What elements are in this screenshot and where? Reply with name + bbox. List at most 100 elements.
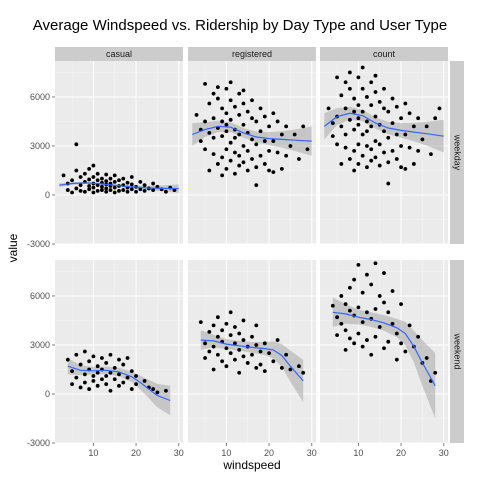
data-point <box>356 331 361 336</box>
data-point <box>104 382 109 387</box>
data-point <box>254 365 259 370</box>
data-point <box>407 323 412 328</box>
data-point <box>95 183 100 188</box>
data-point <box>237 370 242 375</box>
data-point <box>245 361 250 365</box>
data-point <box>228 98 233 103</box>
data-point <box>65 188 70 192</box>
y-tick-label: 3000 <box>30 141 50 151</box>
data-point <box>356 142 361 147</box>
data-point <box>215 352 220 357</box>
panel-background <box>320 260 448 443</box>
data-point <box>390 148 395 153</box>
data-point <box>108 188 113 192</box>
data-point <box>91 379 96 383</box>
data-point <box>258 106 263 111</box>
data-point <box>82 349 87 354</box>
data-point <box>403 101 408 106</box>
data-point <box>339 321 344 326</box>
data-point <box>95 188 100 193</box>
confidence-band <box>332 297 436 419</box>
data-point <box>262 369 267 374</box>
data-point <box>207 168 212 173</box>
data-point <box>279 132 284 137</box>
data-point <box>369 80 374 85</box>
data-point <box>129 369 134 374</box>
data-point <box>70 382 74 387</box>
data-point <box>233 150 237 155</box>
data-point <box>138 187 143 192</box>
data-point <box>386 339 391 344</box>
data-point <box>125 356 130 360</box>
data-point <box>108 176 113 181</box>
data-point <box>142 188 147 193</box>
x-tick-label: 10 <box>353 448 363 458</box>
data-point <box>390 321 395 326</box>
column-strip <box>188 47 316 61</box>
data-point <box>347 157 352 161</box>
data-point <box>386 109 391 114</box>
data-point <box>356 263 361 267</box>
data-point <box>233 341 237 346</box>
data-point <box>87 387 92 391</box>
data-point <box>356 162 361 166</box>
data-point <box>262 139 267 143</box>
data-point <box>360 65 365 70</box>
data-point <box>343 80 348 85</box>
data-point <box>104 374 109 378</box>
data-point <box>78 362 83 367</box>
data-point <box>207 101 212 106</box>
data-point <box>254 343 259 347</box>
data-point <box>237 132 242 137</box>
data-point <box>352 148 357 153</box>
data-point <box>134 189 138 194</box>
data-point <box>215 315 220 320</box>
data-point <box>373 334 378 339</box>
data-point <box>360 86 365 91</box>
data-point <box>356 122 361 127</box>
data-point <box>390 289 395 293</box>
data-point <box>117 188 121 193</box>
data-point <box>104 189 109 194</box>
data-point <box>237 331 242 336</box>
data-point <box>301 370 306 375</box>
data-point <box>207 329 212 334</box>
data-point <box>399 144 403 148</box>
data-point <box>352 127 357 132</box>
y-axis-title: value <box>6 233 20 262</box>
data-point <box>78 188 83 193</box>
data-point <box>326 106 331 111</box>
x-tick-label: 10 <box>221 448 231 458</box>
data-point <box>87 184 92 188</box>
data-point <box>373 73 378 78</box>
data-point <box>254 119 259 124</box>
data-point <box>112 173 117 178</box>
column-strip-label: casual <box>106 49 132 59</box>
data-point <box>284 153 289 158</box>
data-point <box>250 334 254 339</box>
data-point <box>74 142 79 147</box>
data-point <box>95 364 100 369</box>
data-point <box>335 142 339 147</box>
data-point <box>104 179 109 183</box>
data-point <box>330 134 335 139</box>
data-point <box>241 338 246 342</box>
data-point <box>365 338 369 342</box>
data-point <box>347 308 352 313</box>
data-point <box>416 148 421 153</box>
data-point <box>373 307 378 311</box>
data-point <box>433 370 438 375</box>
data-point <box>241 101 246 106</box>
data-point <box>279 365 284 370</box>
data-point <box>228 117 233 122</box>
data-point <box>129 187 134 192</box>
data-point <box>335 315 339 320</box>
data-point <box>386 310 391 315</box>
data-point <box>292 132 297 137</box>
data-point <box>369 103 374 108</box>
data-point <box>91 185 96 190</box>
data-point <box>271 139 276 143</box>
data-point <box>245 109 250 114</box>
data-point <box>228 158 233 163</box>
data-point <box>339 294 344 298</box>
